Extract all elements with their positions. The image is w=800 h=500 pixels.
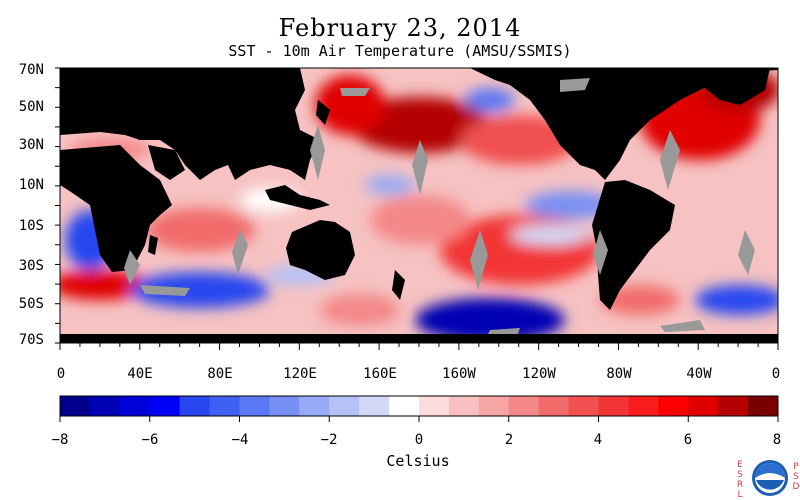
lat-label-30s: 30S: [18, 258, 44, 274]
colorbar-ticks: [59, 416, 779, 422]
colorbar-swatch: [299, 396, 330, 416]
madagascar: [148, 235, 158, 255]
sea-ice-areas: [124, 78, 755, 334]
maritime-continent: [265, 185, 330, 210]
colorbar-swatch: [688, 396, 719, 416]
lon-label-0: 0: [56, 366, 66, 382]
colorbar-swatch: [448, 396, 480, 416]
colorbar-label-2: 2: [504, 432, 514, 448]
map-title: February 23, 2014: [278, 14, 522, 42]
lon-label-40e: 40E: [127, 366, 153, 382]
south-america: [592, 180, 675, 310]
colorbar-swatch: [748, 396, 779, 416]
north-america: [470, 68, 778, 180]
lon-label-120e: 120E: [283, 366, 317, 382]
colorbar-swatch: [718, 396, 749, 416]
colorbar-label-8: 8: [772, 432, 782, 448]
colorbar-swatch: [359, 396, 390, 416]
map-subtitle: SST - 10m Air Temperature (AMSU/SSMIS): [228, 42, 572, 60]
colorbar-swatch: [89, 396, 121, 416]
colorbar-label-neg8: −8: [51, 432, 69, 448]
colorbar-swatch: [598, 396, 629, 416]
lon-label-40w: 40W: [686, 366, 712, 382]
arabia: [148, 145, 185, 180]
antarctica: [60, 334, 778, 343]
longitude-ticks: [59, 343, 779, 350]
lon-label-0-east: 0: [771, 366, 781, 382]
colorbar-swatch: [419, 396, 450, 416]
lon-label-120w: 120W: [522, 366, 556, 382]
colorbar-label-4: 4: [593, 432, 603, 448]
colorbar-label-neg4: −4: [231, 432, 249, 448]
colorbar-label-neg6: −6: [141, 432, 159, 448]
lon-label-80e: 80E: [207, 366, 233, 382]
colorbar-swatch: [568, 396, 599, 416]
colorbar-swatch: [60, 396, 91, 416]
australia: [286, 220, 355, 280]
lat-label-70n: 70N: [18, 62, 44, 78]
colorbar-label-0: 0: [414, 432, 424, 448]
colorbar-swatch: [658, 396, 689, 416]
colorbar-swatch: [538, 396, 570, 416]
colorbar-swatch: [149, 396, 181, 416]
colorbar-swatch: [329, 396, 360, 416]
land-masses: [60, 68, 778, 343]
colorbar-swatch: [628, 396, 659, 416]
colorbar: [60, 396, 779, 416]
colorbar-swatch: [389, 396, 420, 416]
esrl-letters: ESRL: [736, 460, 744, 500]
colorbar-label-neg2: −2: [320, 432, 338, 448]
lat-label-50n: 50N: [18, 99, 44, 115]
colorbar-swatch: [179, 396, 211, 416]
latitude-ticks: [55, 67, 60, 344]
lon-label-160e: 160E: [363, 366, 397, 382]
colorbar-swatch: [508, 396, 540, 416]
colorbar-swatch: [119, 396, 151, 416]
colorbar-swatch: [209, 396, 240, 416]
colorbar-label-6: 6: [683, 432, 693, 448]
colorbar-swatch: [269, 396, 300, 416]
africa: [60, 145, 172, 272]
greenland: [700, 68, 770, 105]
lat-label-30n: 30N: [18, 137, 44, 153]
lat-label-50s: 50S: [18, 296, 44, 312]
lat-label-70s: 70S: [18, 332, 44, 348]
psd-letters: PSD: [792, 462, 800, 492]
noaa-logo: [752, 460, 788, 496]
eurasia: [60, 68, 320, 180]
lon-label-80w: 80W: [606, 366, 632, 382]
colorbar-swatch: [239, 396, 270, 416]
lat-label-10s: 10S: [18, 218, 44, 234]
japan: [316, 100, 330, 125]
colorbar-units: Celsius: [386, 452, 450, 470]
lon-label-160w: 160W: [442, 366, 476, 382]
colorbar-swatch: [478, 396, 510, 416]
lat-label-10n: 10N: [18, 177, 44, 193]
new-zealand: [392, 270, 405, 300]
